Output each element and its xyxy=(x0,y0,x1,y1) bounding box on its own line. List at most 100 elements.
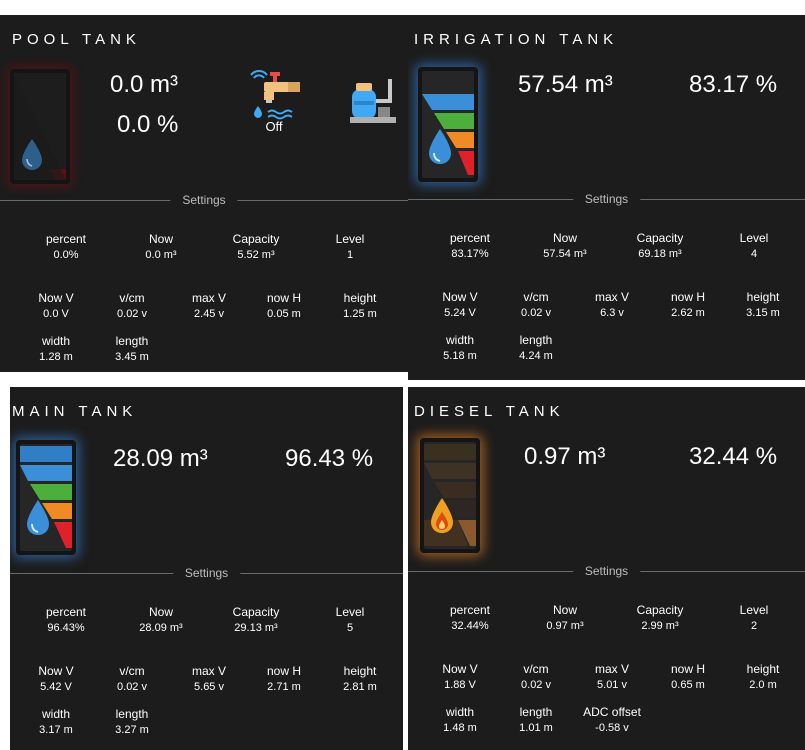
main-level-cell: Level 5 xyxy=(306,605,394,634)
water-drop-icon xyxy=(27,500,49,535)
main-now-h-cell: now H 2.71 m xyxy=(240,664,328,693)
cell-value: 4 xyxy=(750,248,758,260)
cell-label: width xyxy=(41,334,70,348)
cell-value: 5.52 m³ xyxy=(237,249,275,261)
pool-height-cell: height 1.25 m xyxy=(316,291,404,320)
water-pump-icon[interactable] xyxy=(348,75,398,130)
cell-label: Level xyxy=(739,603,769,617)
cell-value: 3.27 m xyxy=(115,724,149,736)
cell-value: 0.02 v xyxy=(117,681,147,693)
cell-value: 96.43% xyxy=(47,622,85,634)
cell-label: Now V xyxy=(38,291,74,305)
cell-value: 1.01 m xyxy=(519,722,553,734)
pool-capacity-cell: Capacity 5.52 m³ xyxy=(212,232,300,261)
irrigation-level-cell: Level 4 xyxy=(710,231,798,260)
water-drop-icon xyxy=(22,139,42,170)
cell-value: 0.02 v xyxy=(521,679,551,691)
cell-label: v/cm xyxy=(523,290,549,304)
diesel-tank-card: DIESEL TANK 0.97 m³ 32.44 % Settings per… xyxy=(408,387,805,750)
cell-label: Now xyxy=(148,232,173,246)
irrigation-now-cell: Now 57.54 m³ xyxy=(521,231,609,260)
water-drop-icon xyxy=(429,129,451,164)
cell-value: 0.0 V xyxy=(43,308,69,320)
pool-percent: 0.0 % xyxy=(117,111,179,138)
diesel-percent-cell: percent 32.44% xyxy=(426,603,514,632)
cell-label: now H xyxy=(266,291,301,305)
main-volume: 28.09 m³ xyxy=(113,445,208,472)
main-length-cell: length 3.27 m xyxy=(88,707,176,736)
cell-value: 1.88 V xyxy=(444,679,476,691)
pool-width-cell: width 1.28 m xyxy=(12,334,100,363)
cell-value: 28.09 m³ xyxy=(139,622,183,634)
diesel-width-cell: width 1.48 m xyxy=(416,705,504,734)
pool-tank-card: POOL TANK 0.0 m³ 0.0 % xyxy=(0,15,408,372)
main-percent-cell: percent 96.43% xyxy=(22,605,110,634)
irrigation-now-v-cell: Now V 5.24 V xyxy=(416,290,504,319)
cell-value: 3.15 m xyxy=(746,307,780,319)
diesel-capacity-cell: Capacity 2.99 m³ xyxy=(616,603,704,632)
cell-label: percent xyxy=(449,231,491,245)
cell-value: 0.0% xyxy=(53,249,79,261)
cell-label: max V xyxy=(594,290,629,304)
pool-length-cell: length 3.45 m xyxy=(88,334,176,363)
diesel-now-cell: Now 0.97 m³ xyxy=(521,603,609,632)
cell-value: 0.0 m³ xyxy=(145,249,177,261)
diesel-level-gauge[interactable] xyxy=(420,438,480,553)
cell-label: v/cm xyxy=(523,662,549,676)
cell-label: max V xyxy=(594,662,629,676)
main-settings-label[interactable]: Settings xyxy=(172,566,241,580)
main-now-v-cell: Now V 5.42 V xyxy=(12,664,100,693)
smart-tap-icon[interactable] xyxy=(248,68,304,125)
cell-label: Level xyxy=(739,231,769,245)
cell-label: Now xyxy=(148,605,173,619)
cell-label: Now xyxy=(552,231,577,245)
pool-tank-level-gauge[interactable] xyxy=(10,69,70,184)
cell-value: 2.81 m xyxy=(343,681,377,693)
cell-label: width xyxy=(445,333,474,347)
pool-settings-divider: Settings xyxy=(0,193,408,207)
irrigation-tank-title: IRRIGATION TANK xyxy=(414,31,619,48)
main-level-gauge[interactable] xyxy=(16,440,76,555)
irrigation-now-h-cell: now H 2.62 m xyxy=(644,290,732,319)
cell-value: 5.24 V xyxy=(444,307,476,319)
cell-label: v/cm xyxy=(119,291,145,305)
diesel-now-h-cell: now H 0.65 m xyxy=(644,662,732,691)
main-percent: 96.43 % xyxy=(285,445,374,472)
cell-value: -0.58 v xyxy=(595,722,629,734)
main-max-v-cell: max V 5.65 v xyxy=(165,664,253,693)
cell-value: 0.97 m³ xyxy=(546,620,584,632)
main-tank-card: MAIN TANK 28.09 m³ 96.43 % Settings perc… xyxy=(10,387,403,750)
pool-now-v-cell: Now V 0.0 V xyxy=(12,291,100,320)
cell-value: 5 xyxy=(346,622,354,634)
irrigation-settings-label[interactable]: Settings xyxy=(572,192,641,206)
cell-label: Now V xyxy=(442,662,478,676)
cell-value: 4.24 m xyxy=(519,350,553,362)
cell-value: 2.62 m xyxy=(671,307,705,319)
cell-value: 5.18 m xyxy=(443,350,477,362)
cell-label: length xyxy=(115,707,149,721)
irrigation-settings-divider: Settings xyxy=(408,192,805,206)
cell-value: 3.17 m xyxy=(39,724,73,736)
fuel-drop-icon xyxy=(431,498,453,533)
cell-label: Level xyxy=(335,232,365,246)
diesel-level-cell: Level 2 xyxy=(710,603,798,632)
irrigation-level-gauge[interactable] xyxy=(418,67,478,182)
cell-value: 2.99 m³ xyxy=(641,620,679,632)
pool-percent-cell: percent 0.0% xyxy=(22,232,110,261)
cell-label: length xyxy=(519,333,553,347)
pool-tank-title: POOL TANK xyxy=(12,31,141,48)
cell-label: length xyxy=(519,705,553,719)
cell-value: 69.18 m³ xyxy=(638,248,682,260)
cell-label: length xyxy=(115,334,149,348)
diesel-adc-offset-cell: ADC offset -0.58 v xyxy=(568,705,656,734)
cell-value: 6.3 v xyxy=(600,307,624,319)
cell-label: Level xyxy=(335,605,365,619)
cell-label: Capacity xyxy=(232,605,280,619)
diesel-volume: 0.97 m³ xyxy=(524,443,606,470)
pool-settings-label[interactable]: Settings xyxy=(170,193,238,207)
cell-value: 2 xyxy=(750,620,758,632)
cell-label: percent xyxy=(45,232,87,246)
diesel-vcm-cell: v/cm 0.02 v xyxy=(492,662,580,691)
diesel-settings-label[interactable]: Settings xyxy=(572,564,641,578)
cell-value: 0.02 v xyxy=(117,308,147,320)
